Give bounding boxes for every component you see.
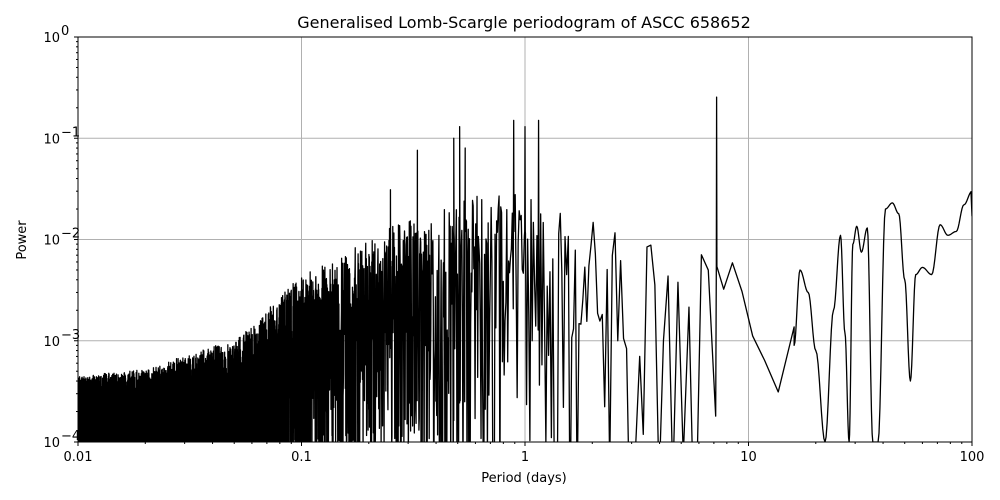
svg-text:−4: −4	[61, 429, 80, 444]
y-tick-label: 10	[43, 335, 60, 350]
y-axis-label: Power	[15, 220, 30, 260]
svg-text:−1: −1	[61, 125, 80, 140]
y-tick-label: 10	[43, 234, 60, 249]
x-tick-label: 10	[740, 450, 757, 465]
y-tick-label: 10	[43, 31, 60, 46]
svg-text:−2: −2	[61, 227, 80, 242]
x-tick-label: 0.01	[64, 450, 93, 465]
y-tick-label: 10	[43, 132, 60, 147]
y-tick-label: 10	[43, 436, 60, 451]
x-axis-label: Period (days)	[481, 471, 567, 486]
x-tick-label: 0.1	[291, 450, 312, 465]
power-series-line	[78, 96, 972, 442]
chart-title: Generalised Lomb-Scargle periodogram of …	[297, 13, 751, 32]
svg-text:−3: −3	[61, 328, 80, 343]
svg-text:0: 0	[61, 24, 69, 39]
x-tick-label: 100	[960, 450, 985, 465]
x-axis-ticks: 0.01 0.1 1 10 100	[64, 442, 985, 465]
x-tick-label: 1	[521, 450, 529, 465]
